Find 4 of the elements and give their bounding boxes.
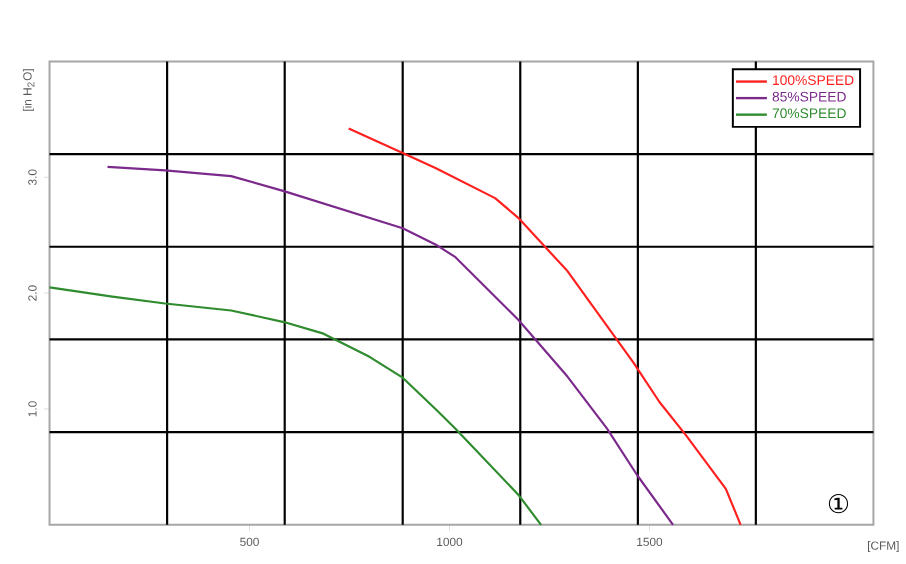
annotation: ① (828, 493, 849, 513)
line-series (48, 286, 543, 526)
line-series (347, 127, 742, 526)
line-series (106, 165, 675, 526)
